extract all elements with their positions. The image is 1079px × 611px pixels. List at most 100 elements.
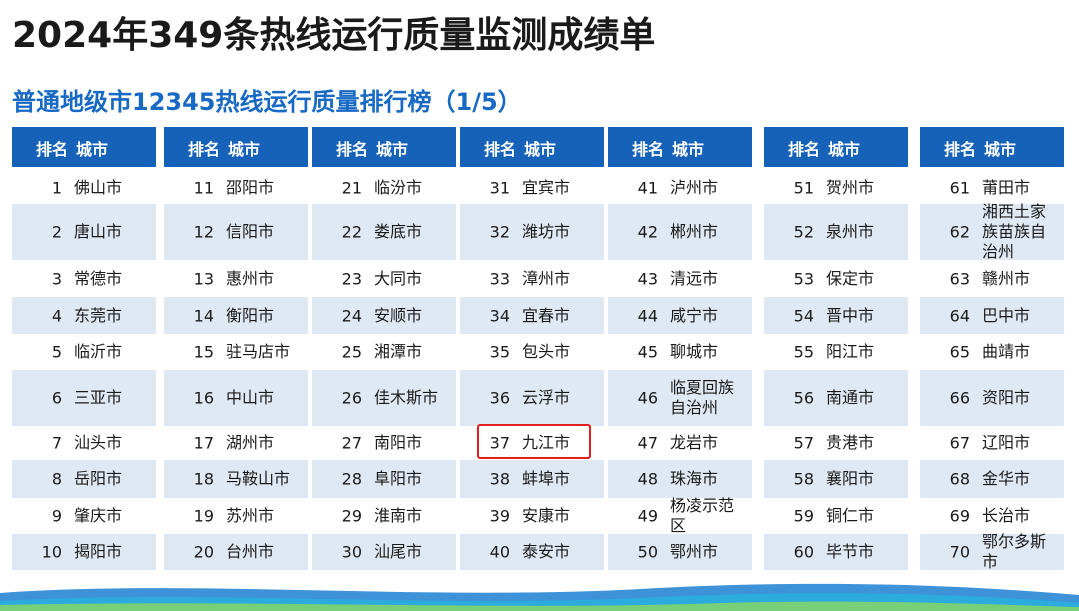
page-subtitle: 普通地级市12345热线运行质量排行榜（1/5） (12, 88, 522, 116)
city-cell: 辽阳市 (982, 433, 1031, 452)
city-cell: 贵港市 (826, 433, 875, 452)
table-row: 53 保定市 (764, 260, 908, 297)
city-cell: 中山市 (226, 388, 275, 407)
table-row: 59 铜仁市 (764, 498, 908, 534)
city-cell: 三亚市 (74, 388, 123, 407)
page-title: 2024年349条热线运行质量监测成绩单 (12, 15, 656, 56)
rank-cell: 8 (51, 469, 62, 489)
table-row: 8 岳阳市 (12, 460, 156, 498)
table-row: 30 汕尾市 (312, 534, 456, 570)
rank-cell: 51 (793, 178, 814, 197)
rank-cell: 27 (341, 433, 362, 453)
city-cell: 云浮市 (522, 388, 571, 407)
table-row: 42 郴州市 (608, 204, 752, 260)
ranking-column: 排名 城市 1 佛山市 2 唐山市 3 常德市 4 东莞市 5 临沂市 6 三亚市 7 汕头市 8 岳阳市 9 肇庆市… (12, 127, 156, 570)
rank-cell: 12 (193, 222, 214, 242)
rank-cell: 16 (193, 388, 214, 408)
table-row: 1 佛山市 (12, 171, 156, 204)
city-cell: 清远市 (670, 268, 719, 288)
table-row: 29 淮南市 (312, 498, 456, 534)
table-row: 16 中山市 (164, 370, 308, 426)
table-row: 33 漳州市 (460, 260, 604, 297)
table-row: 47 龙岩市 (608, 426, 752, 460)
rank-header: 排名 (484, 140, 517, 159)
city-cell: 蚌埠市 (522, 469, 571, 488)
city-cell: 聊城市 (670, 342, 719, 361)
rank-cell: 50 (637, 542, 658, 562)
rank-header: 排名 (944, 140, 977, 159)
city-cell: 南通市 (826, 388, 875, 407)
city-cell: 佛山市 (74, 177, 123, 197)
rank-cell: 64 (949, 306, 970, 325)
rank-cell: 46 (637, 388, 658, 408)
city-cell: 佳木斯市 (374, 388, 439, 407)
rank-cell: 1 (51, 178, 62, 197)
rank-cell: 15 (193, 342, 214, 362)
city-cell: 咸宁市 (670, 305, 719, 325)
rank-cell: 53 (793, 269, 814, 288)
city-cell: 临夏回族自治州 (670, 378, 735, 417)
city-cell: 巴中市 (982, 305, 1031, 325)
rank-cell: 62 (949, 222, 970, 242)
table-row: 4 东莞市 (12, 297, 156, 334)
table-row: 36 云浮市 (460, 370, 604, 426)
city-cell: 东莞市 (74, 305, 123, 325)
rank-cell: 2 (51, 222, 62, 242)
table-row: 27 南阳市 (312, 426, 456, 460)
table-row: 61 莆田市 (920, 171, 1064, 204)
highlight-box (477, 424, 591, 459)
city-cell: 安顺市 (374, 305, 423, 325)
table-row: 23 大同市 (312, 260, 456, 297)
rank-cell: 68 (949, 469, 970, 489)
city-cell: 晋中市 (826, 305, 875, 325)
city-cell: 苏州市 (226, 506, 275, 525)
city-cell: 曲靖市 (982, 342, 1031, 361)
rank-cell: 14 (193, 306, 214, 325)
table-row: 45 聊城市 (608, 334, 752, 370)
decorative-wave (0, 583, 1079, 611)
table-row: 44 咸宁市 (608, 297, 752, 334)
column-header: 排名 城市 (920, 127, 1064, 167)
city-cell: 杨凌示范区 (670, 496, 735, 535)
city-cell: 郴州市 (670, 222, 719, 241)
rank-header: 排名 (188, 140, 221, 159)
city-header: 城市 (984, 140, 1017, 159)
rank-cell: 22 (341, 222, 362, 242)
city-cell: 淮南市 (374, 506, 423, 525)
table-row: 18 马鞍山市 (164, 460, 308, 498)
table-row: 67 辽阳市 (920, 426, 1064, 460)
rank-cell: 18 (193, 469, 214, 489)
column-header: 排名 城市 (164, 127, 308, 167)
table-row: 40 泰安市 (460, 534, 604, 570)
table-row: 17 湖州市 (164, 426, 308, 460)
rank-cell: 54 (793, 306, 814, 325)
table-row: 6 三亚市 (12, 370, 156, 426)
city-cell: 九江市 (522, 433, 571, 452)
rank-cell: 63 (949, 269, 970, 288)
city-cell: 阳江市 (826, 342, 875, 361)
rank-cell: 19 (193, 506, 214, 526)
rank-cell: 39 (489, 506, 510, 526)
column-header: 排名 城市 (764, 127, 908, 167)
city-cell: 赣州市 (982, 268, 1031, 288)
table-row: 3 常德市 (12, 260, 156, 297)
city-cell: 临沂市 (74, 342, 123, 361)
city-cell: 包头市 (522, 342, 571, 361)
rank-cell: 45 (637, 342, 658, 362)
city-cell: 唐山市 (74, 222, 123, 241)
rank-cell: 69 (949, 506, 970, 526)
city-cell: 莆田市 (982, 177, 1031, 197)
rank-cell: 56 (793, 388, 814, 408)
table-row: 15 驻马店市 (164, 334, 308, 370)
city-cell: 铜仁市 (826, 506, 875, 525)
city-cell: 惠州市 (226, 268, 275, 288)
city-cell: 襄阳市 (826, 469, 875, 488)
city-cell: 鄂州市 (670, 542, 719, 561)
table-row: 54 晋中市 (764, 297, 908, 334)
table-row: 20 台州市 (164, 534, 308, 570)
rank-cell: 48 (637, 469, 658, 489)
rank-cell: 47 (637, 433, 658, 453)
table-row: 58 襄阳市 (764, 460, 908, 498)
rank-cell: 32 (489, 222, 510, 242)
ranking-column: 排名 城市 21 临汾市 22 娄底市 23 大同市 24 安顺市 25 湘潭市 26 佳木斯市 27 南阳市… (312, 127, 456, 570)
